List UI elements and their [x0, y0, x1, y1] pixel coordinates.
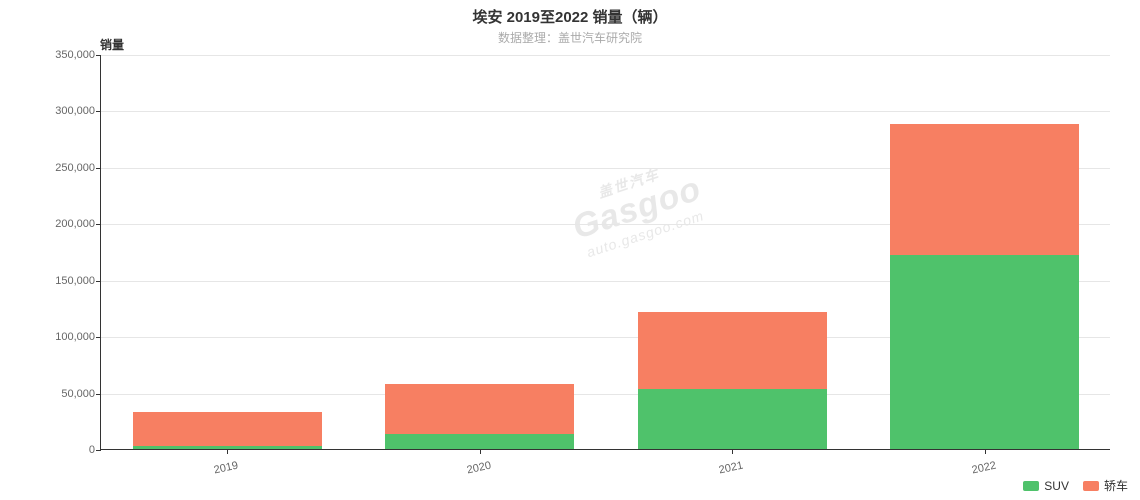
bar-segment-SUV[interactable]	[890, 255, 1079, 449]
bar-segment-轿车[interactable]	[385, 384, 574, 435]
y-axis-title: 销量	[100, 36, 124, 53]
bar-segment-SUV[interactable]	[385, 434, 574, 449]
legend-label-suv: SUV	[1044, 479, 1069, 493]
x-tick-mark	[732, 449, 733, 454]
x-tick-label: 2019	[213, 460, 239, 477]
x-tick-label: 2022	[971, 460, 997, 477]
plot-area: 盖世汽车 Gasgoo auto.gasgoo.com	[100, 55, 1110, 450]
legend-item-sedan[interactable]: 轿车	[1083, 477, 1128, 494]
y-tick-label: 100,000	[35, 331, 95, 343]
y-tick-label: 150,000	[35, 275, 95, 287]
legend-swatch-sedan	[1083, 481, 1099, 491]
x-tick-mark	[480, 449, 481, 454]
y-tick-mark	[96, 55, 101, 56]
bar-segment-轿车[interactable]	[638, 312, 827, 389]
y-tick-mark	[96, 281, 101, 282]
gridline	[101, 111, 1110, 112]
y-tick-mark	[96, 111, 101, 112]
x-tick-label: 2020	[466, 460, 492, 477]
x-tick-mark	[227, 449, 228, 454]
bar-segment-SUV[interactable]	[638, 389, 827, 449]
legend-item-suv[interactable]: SUV	[1023, 479, 1069, 493]
chart-container: 埃安 2019至2022 销量（辆） 数据整理：盖世汽车研究院 销量 盖世汽车 …	[0, 0, 1140, 500]
legend-label-sedan: 轿车	[1104, 477, 1128, 494]
legend-swatch-suv	[1023, 481, 1039, 491]
y-tick-label: 250,000	[35, 162, 95, 174]
y-tick-mark	[96, 224, 101, 225]
y-tick-mark	[96, 394, 101, 395]
watermark-line2: Gasgoo	[568, 171, 706, 248]
y-tick-mark	[96, 450, 101, 451]
watermark-line1: 盖世汽车	[564, 156, 695, 212]
watermark-line3: auto.gasgoo.com	[580, 206, 711, 262]
chart-subtitle: 数据整理：盖世汽车研究院	[0, 29, 1140, 46]
y-tick-mark	[96, 168, 101, 169]
gridline	[101, 55, 1110, 56]
legend: SUV 轿车	[1023, 477, 1128, 494]
x-tick-label: 2021	[718, 460, 744, 477]
y-tick-label: 50,000	[35, 388, 95, 400]
y-tick-mark	[96, 337, 101, 338]
bar-segment-轿车[interactable]	[133, 412, 322, 446]
watermark: 盖世汽车 Gasgoo auto.gasgoo.com	[564, 156, 711, 262]
y-tick-label: 200,000	[35, 218, 95, 230]
chart-title: 埃安 2019至2022 销量（辆）	[0, 0, 1140, 27]
y-tick-label: 0	[35, 444, 95, 456]
y-tick-label: 350,000	[35, 49, 95, 61]
y-tick-label: 300,000	[35, 105, 95, 117]
x-tick-mark	[985, 449, 986, 454]
bar-segment-轿车[interactable]	[890, 124, 1079, 255]
